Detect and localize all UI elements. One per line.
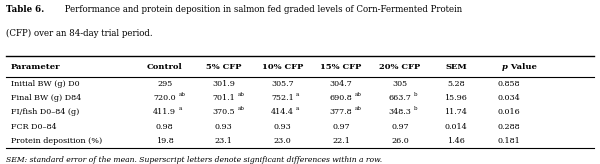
Text: 0.97: 0.97 [391, 123, 409, 131]
Text: Initial BW (g) D0: Initial BW (g) D0 [11, 80, 79, 88]
Text: 752.1: 752.1 [271, 94, 294, 102]
Text: ab: ab [355, 106, 362, 111]
Text: 5.28: 5.28 [447, 80, 464, 88]
Text: 304.7: 304.7 [330, 80, 353, 88]
Text: 690.8: 690.8 [330, 94, 353, 102]
Text: 15.96: 15.96 [445, 94, 467, 102]
Text: 348.3: 348.3 [389, 109, 412, 116]
Text: 0.288: 0.288 [497, 123, 520, 131]
Text: ab: ab [238, 92, 244, 97]
Text: Protein deposition (%): Protein deposition (%) [11, 137, 102, 145]
Text: 305.7: 305.7 [271, 80, 293, 88]
Text: 414.4: 414.4 [271, 109, 294, 116]
Text: (CFP) over an 84-day trial period.: (CFP) over an 84-day trial period. [6, 28, 152, 38]
Text: a: a [179, 106, 182, 111]
Text: 305: 305 [392, 80, 407, 88]
Text: Table 6.: Table 6. [6, 5, 44, 14]
Text: 663.7: 663.7 [389, 94, 412, 102]
Text: 295: 295 [157, 80, 172, 88]
Text: 701.1: 701.1 [212, 94, 235, 102]
Text: a: a [296, 106, 299, 111]
Text: 411.9: 411.9 [153, 109, 176, 116]
Text: b: b [414, 92, 417, 97]
Text: 20% CFP: 20% CFP [379, 63, 421, 71]
Text: 0.97: 0.97 [332, 123, 350, 131]
Text: ab: ab [355, 92, 362, 97]
Text: 0.858: 0.858 [497, 80, 520, 88]
Text: ab: ab [238, 106, 244, 111]
Text: 23.0: 23.0 [274, 137, 291, 145]
Text: Value: Value [508, 63, 537, 71]
Text: SEM: standard error of the mean. Superscript letters denote significant differen: SEM: standard error of the mean. Supersc… [6, 155, 382, 164]
Text: 19.8: 19.8 [156, 137, 173, 145]
Text: 0.016: 0.016 [497, 109, 520, 116]
Text: Performance and protein deposition in salmon fed graded levels of Corn-Fermented: Performance and protein deposition in sa… [62, 5, 462, 14]
Text: Final BW (g) D84: Final BW (g) D84 [11, 94, 81, 102]
Text: 720.0: 720.0 [154, 94, 176, 102]
Text: p: p [502, 63, 508, 71]
Text: 0.034: 0.034 [497, 94, 520, 102]
Text: 5% CFP: 5% CFP [206, 63, 241, 71]
Text: 377.8: 377.8 [330, 109, 352, 116]
Text: Control: Control [147, 63, 182, 71]
Text: 0.93: 0.93 [215, 123, 232, 131]
Text: SEM: SEM [445, 63, 467, 71]
Text: 0.98: 0.98 [156, 123, 173, 131]
Text: 15% CFP: 15% CFP [320, 63, 362, 71]
Text: b: b [414, 106, 417, 111]
Text: 0.014: 0.014 [445, 123, 467, 131]
Text: a: a [296, 92, 299, 97]
Text: 23.1: 23.1 [215, 137, 232, 145]
Text: 22.1: 22.1 [332, 137, 350, 145]
Text: ab: ab [179, 92, 185, 97]
Text: 301.9: 301.9 [212, 80, 235, 88]
Text: 0.181: 0.181 [497, 137, 520, 145]
Text: 0.93: 0.93 [274, 123, 291, 131]
Text: FI/fish D0–84 (g): FI/fish D0–84 (g) [11, 109, 79, 116]
Text: 11.74: 11.74 [445, 109, 467, 116]
Text: 26.0: 26.0 [391, 137, 409, 145]
Text: 10% CFP: 10% CFP [262, 63, 303, 71]
Text: 370.5: 370.5 [212, 109, 235, 116]
Text: FCR D0–84: FCR D0–84 [11, 123, 56, 131]
Text: 1.46: 1.46 [447, 137, 465, 145]
Text: Parameter: Parameter [11, 63, 60, 71]
